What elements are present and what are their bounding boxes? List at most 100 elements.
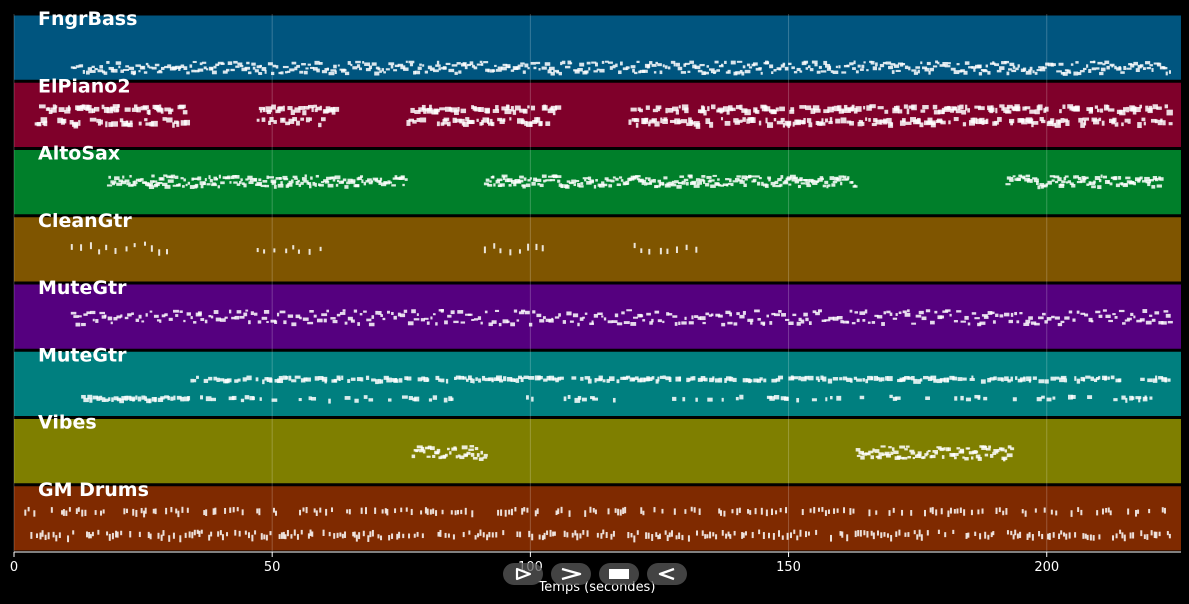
note (1010, 376, 1013, 382)
note (360, 507, 363, 514)
note (132, 71, 136, 76)
note (1058, 183, 1065, 188)
note (808, 375, 814, 381)
note (210, 397, 216, 402)
note (492, 175, 495, 179)
note (589, 506, 592, 513)
note (127, 313, 132, 317)
note (779, 507, 782, 513)
note (936, 446, 942, 449)
note (899, 120, 906, 126)
note (180, 64, 185, 68)
note (650, 179, 654, 183)
note (1168, 122, 1173, 126)
note (960, 69, 965, 73)
note (272, 507, 275, 513)
play-button[interactable] (503, 563, 543, 585)
note (987, 71, 991, 75)
note (861, 64, 865, 69)
note (309, 117, 312, 121)
note (686, 377, 690, 383)
note (710, 70, 717, 74)
note (647, 532, 650, 539)
note (975, 118, 983, 125)
note (469, 445, 475, 448)
note (93, 106, 100, 112)
note (281, 117, 284, 122)
note (393, 315, 397, 320)
note (786, 532, 789, 540)
note (455, 375, 461, 380)
note (840, 320, 844, 324)
note (1161, 66, 1165, 69)
rewind-button[interactable] (647, 563, 687, 585)
note (227, 175, 231, 179)
note (404, 376, 408, 380)
note (533, 66, 537, 70)
note (287, 106, 293, 111)
note (878, 452, 884, 457)
note (890, 534, 893, 542)
note (698, 508, 701, 515)
note (1102, 309, 1107, 312)
note (215, 63, 220, 67)
note (208, 314, 212, 318)
note (1034, 508, 1037, 513)
forward-icon (561, 567, 582, 581)
note (830, 395, 833, 400)
note (78, 120, 81, 126)
note (266, 110, 271, 115)
note (592, 507, 595, 513)
note (429, 104, 432, 109)
note (291, 61, 297, 65)
note (760, 507, 763, 515)
note (657, 179, 662, 183)
note (977, 509, 980, 515)
note (1076, 378, 1081, 384)
note (691, 180, 697, 185)
note (672, 315, 678, 318)
note (471, 318, 475, 321)
note (226, 68, 230, 72)
note (718, 508, 721, 514)
note (1009, 62, 1015, 67)
note (635, 175, 641, 178)
note (97, 529, 100, 535)
note (263, 108, 266, 113)
stop-button[interactable] (599, 563, 639, 585)
note (994, 120, 999, 125)
note (790, 375, 794, 380)
note (400, 507, 403, 513)
note (266, 175, 269, 180)
note (1049, 175, 1055, 178)
note (587, 176, 592, 181)
note (254, 530, 257, 535)
note (850, 378, 853, 383)
note (606, 378, 610, 383)
note (1158, 531, 1161, 537)
note (541, 174, 547, 178)
note (132, 180, 135, 185)
note (785, 507, 788, 514)
note (830, 534, 833, 542)
note (1044, 320, 1048, 324)
note (545, 318, 551, 322)
note (748, 174, 752, 179)
note (421, 104, 426, 111)
note (409, 62, 414, 67)
note (645, 532, 648, 539)
note (975, 454, 981, 459)
note (447, 314, 452, 318)
forward-button[interactable] (551, 563, 591, 585)
note (954, 396, 958, 401)
note (835, 118, 841, 124)
note (718, 184, 722, 187)
note (479, 121, 483, 126)
note (902, 310, 907, 314)
note (535, 243, 538, 251)
note (631, 377, 636, 381)
note (939, 64, 946, 67)
note (1032, 177, 1038, 180)
note (712, 532, 715, 537)
note (784, 66, 789, 71)
